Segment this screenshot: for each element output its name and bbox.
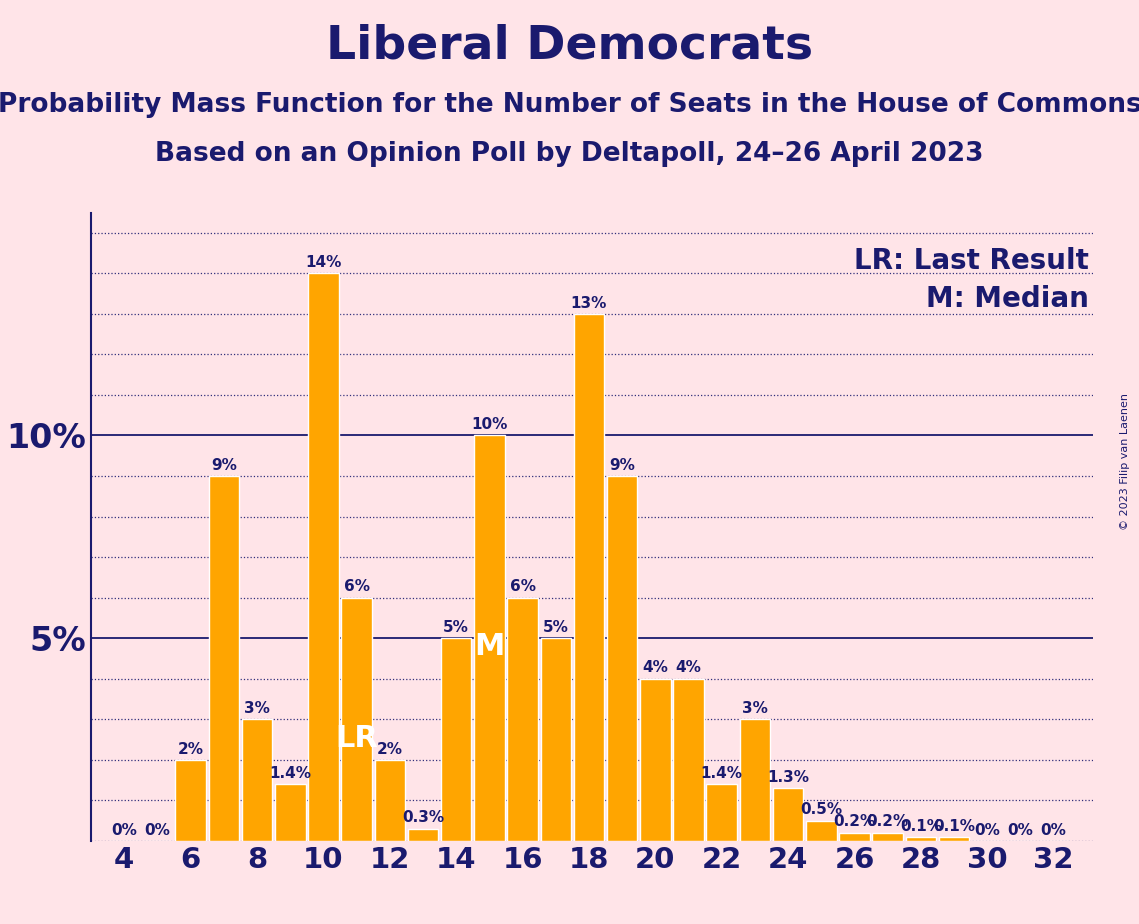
Bar [342,598,372,841]
Text: 0.3%: 0.3% [402,810,444,825]
Text: 9%: 9% [609,457,636,473]
Text: M: Median: M: Median [926,285,1089,313]
Text: 1.3%: 1.3% [767,770,809,784]
Text: 0.1%: 0.1% [900,819,942,833]
Bar [640,679,671,841]
Text: 0%: 0% [1041,822,1066,837]
Text: 2%: 2% [178,742,204,757]
Bar [208,476,239,841]
Text: 9%: 9% [211,457,237,473]
Text: 0.2%: 0.2% [867,814,909,830]
Bar [507,598,538,841]
Bar [906,837,936,841]
Text: 3%: 3% [741,701,768,716]
Bar [872,833,903,841]
Text: Probability Mass Function for the Number of Seats in the House of Commons: Probability Mass Function for the Number… [0,92,1139,118]
Bar [441,638,472,841]
Text: 14%: 14% [305,255,342,270]
Bar [309,274,338,841]
Text: LR: Last Result: LR: Last Result [853,247,1089,275]
Text: 0%: 0% [145,822,171,837]
Text: © 2023 Filip van Laenen: © 2023 Filip van Laenen [1120,394,1130,530]
Bar [474,435,505,841]
Text: Based on an Opinion Poll by Deltapoll, 24–26 April 2023: Based on an Opinion Poll by Deltapoll, 2… [155,141,984,167]
Bar [939,837,969,841]
Text: 1.4%: 1.4% [269,766,311,781]
Bar [375,760,405,841]
Text: 13%: 13% [571,296,607,310]
Bar [274,784,305,841]
Bar [673,679,704,841]
Bar [706,784,737,841]
Bar [408,829,439,841]
Bar [839,833,870,841]
Text: 3%: 3% [244,701,270,716]
Bar [739,719,770,841]
Text: 0%: 0% [974,822,1000,837]
Bar [175,760,206,841]
Text: 0.5%: 0.5% [801,802,843,818]
Text: 10%: 10% [472,418,508,432]
Text: 6%: 6% [509,579,535,594]
Bar [541,638,571,841]
Text: 4%: 4% [642,661,669,675]
Text: 0.1%: 0.1% [933,819,975,833]
Text: 5%: 5% [543,620,568,635]
Text: 5%: 5% [443,620,469,635]
Text: 4%: 4% [675,661,702,675]
Text: Liberal Democrats: Liberal Democrats [326,23,813,68]
Text: 0%: 0% [1008,822,1033,837]
Bar [574,314,604,841]
Text: 0%: 0% [112,822,137,837]
Bar [241,719,272,841]
Bar [773,788,803,841]
Text: 2%: 2% [377,742,403,757]
Text: 0.2%: 0.2% [834,814,876,830]
Text: LR: LR [335,724,378,753]
Text: 6%: 6% [344,579,370,594]
Bar [806,821,836,841]
Text: 1.4%: 1.4% [700,766,743,781]
Bar [607,476,638,841]
Text: M: M [474,632,505,661]
